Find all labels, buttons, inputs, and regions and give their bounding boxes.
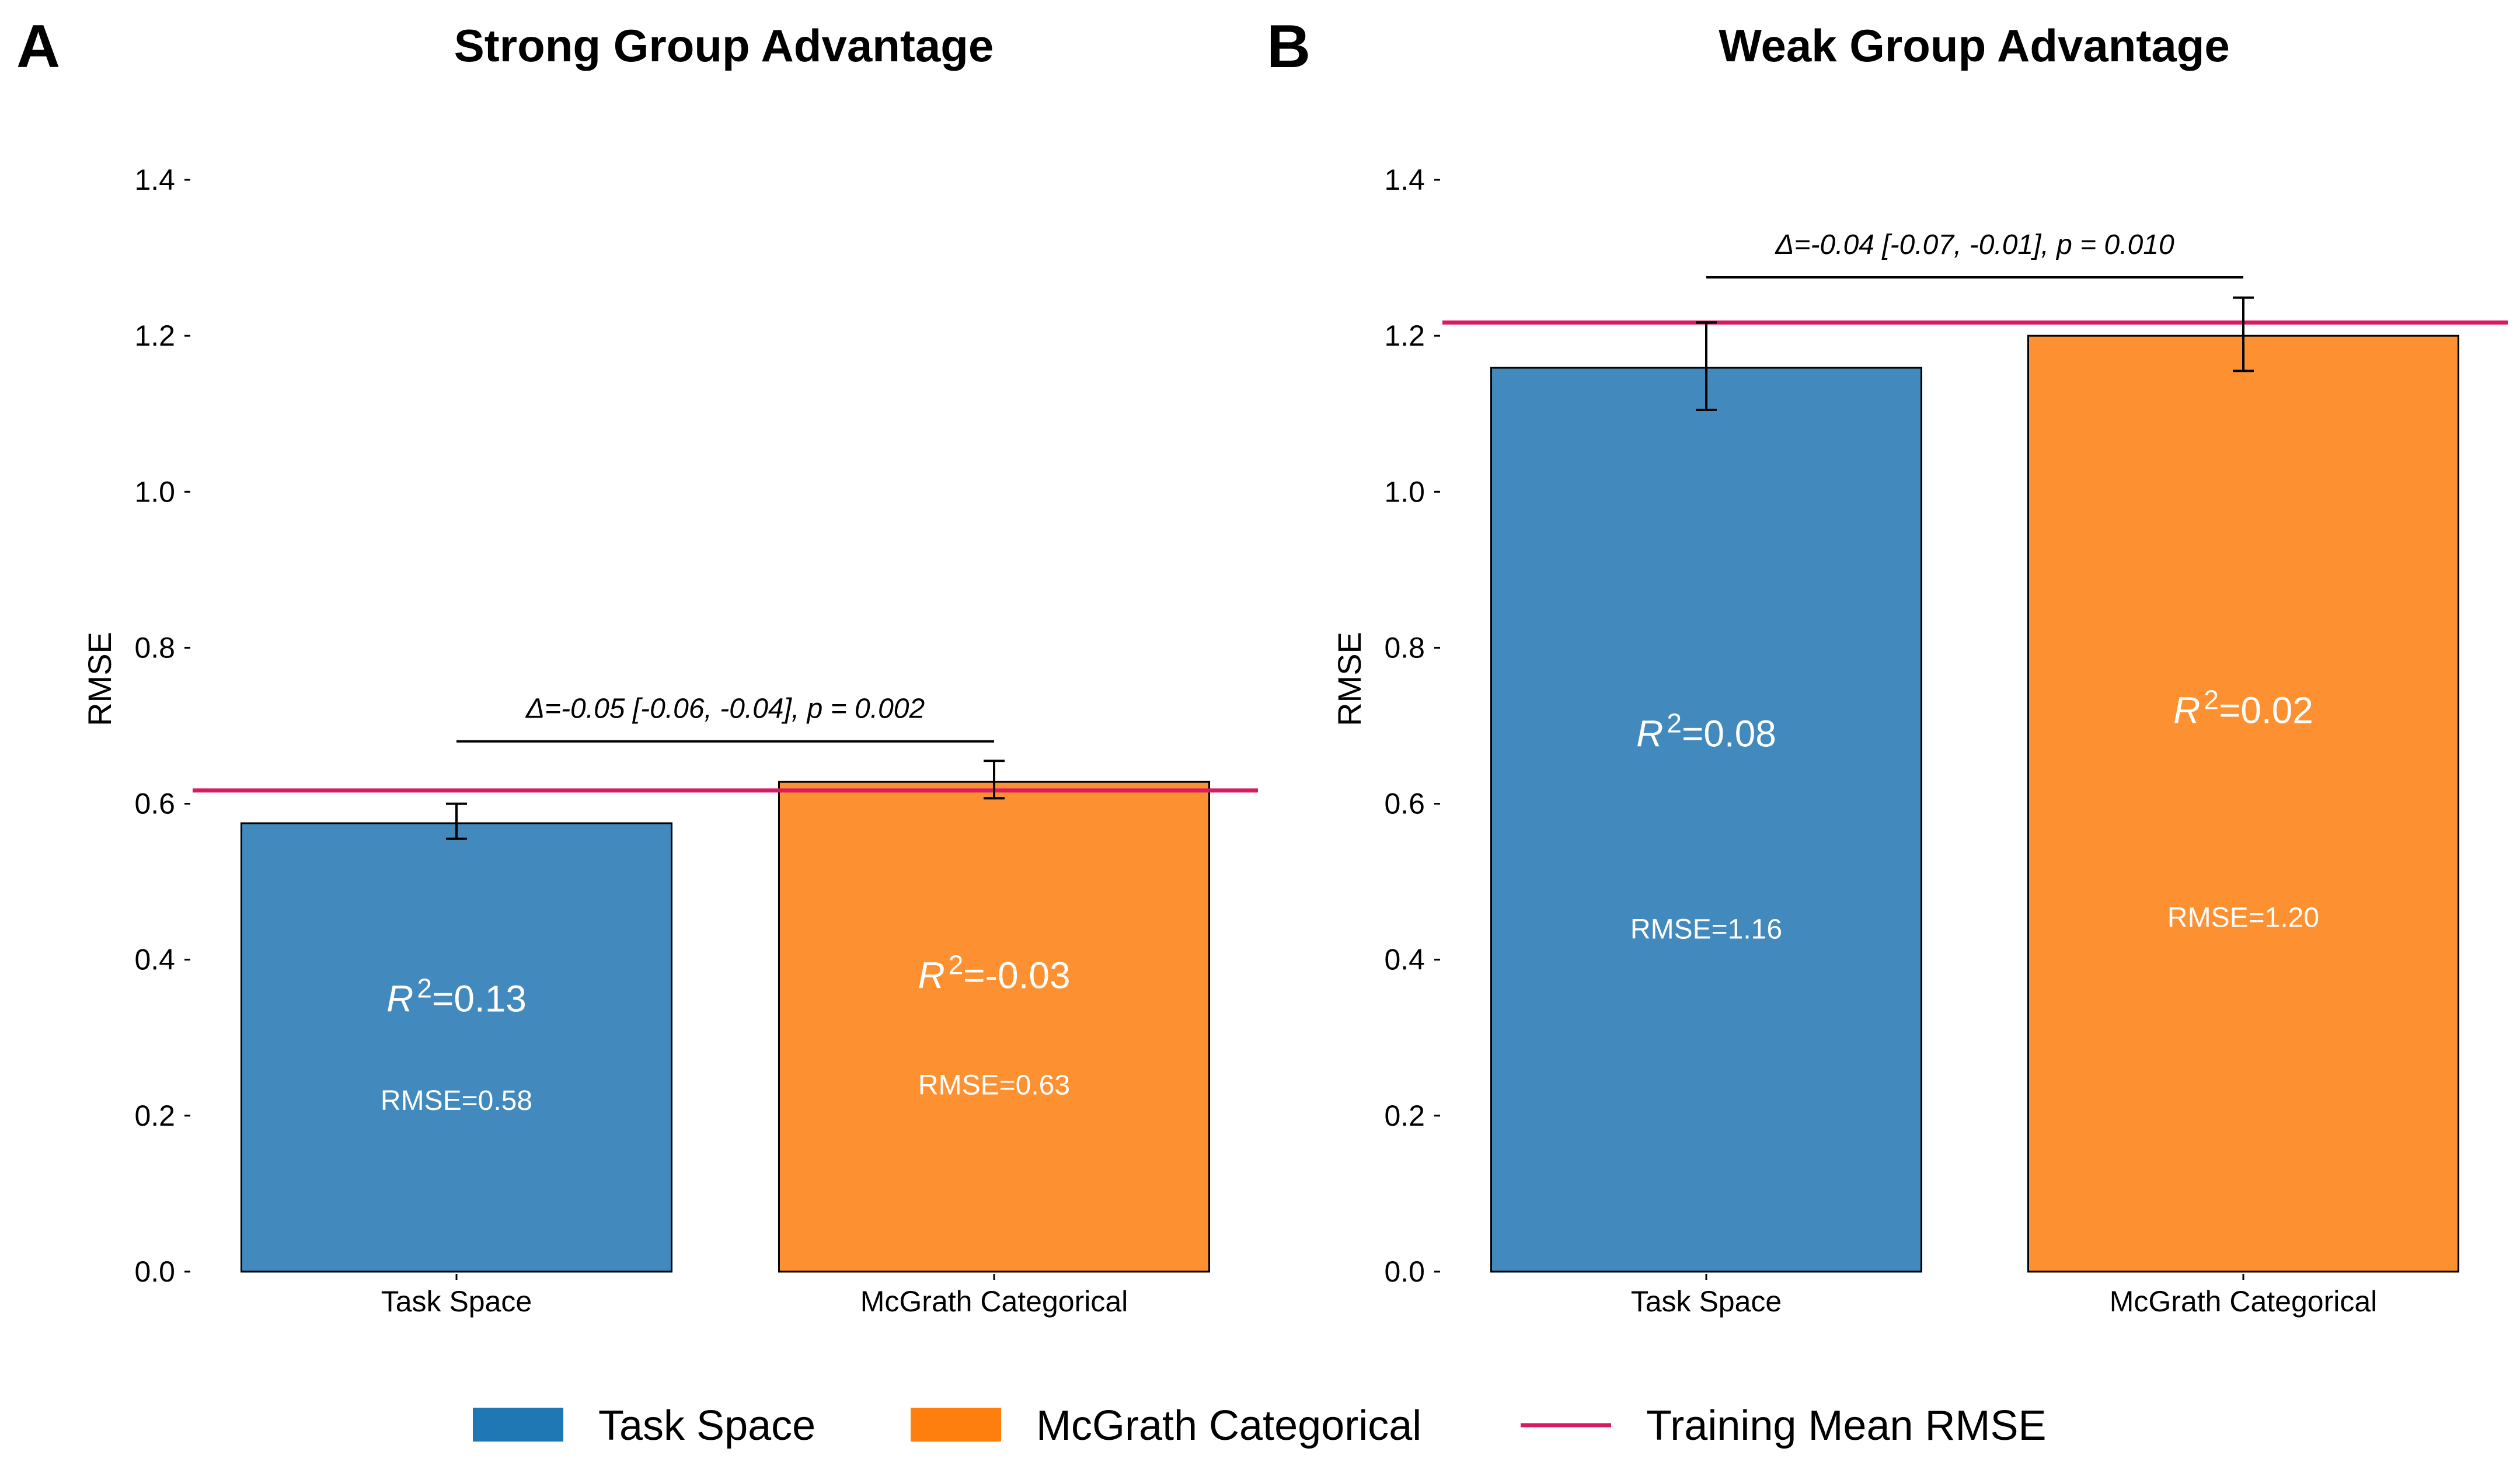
bar-task-space (1490, 367, 1922, 1273)
x-tick-label: McGrath Categorical (2110, 1285, 2378, 1318)
r-squared-symbol: R (2173, 689, 2200, 731)
legend-label: Training Mean RMSE (1646, 1402, 2047, 1449)
bar-mcgrath-categorical (2027, 335, 2459, 1273)
legend-label: McGrath Categorical (1036, 1402, 1421, 1449)
y-tick-label: 0.8 (134, 631, 175, 664)
r-squared-value: =0.13 (432, 978, 527, 1020)
y-axis-label: RMSE (81, 632, 118, 726)
legend-swatch (473, 1408, 563, 1442)
y-tick-label: 0.2 (134, 1099, 175, 1132)
panel-letter: A (16, 13, 60, 81)
r-squared-exponent: 2 (417, 973, 432, 1004)
r-squared-label: R 2=0.08 (1636, 708, 1776, 754)
r-squared-value: =-0.03 (963, 954, 1070, 996)
y-tick-label: 0.6 (134, 788, 175, 820)
panel-title: Strong Group Advantage (454, 20, 994, 71)
y-tick-label: 0.0 (134, 1255, 175, 1288)
x-tick-label: Task Space (1631, 1285, 1782, 1318)
rmse-label: RMSE=1.20 (2167, 902, 2319, 933)
panel-b: B Weak Group Advantage 0.0 0.2 0.4 0.6 0.8 1.0 1… (1267, 13, 2508, 1318)
y-tick-label: 1.2 (1384, 319, 1425, 352)
r-squared-exponent: 2 (2204, 684, 2219, 715)
r-squared-label: R 2=0.13 (386, 973, 527, 1020)
bar-mcgrath-categorical (778, 781, 1210, 1273)
x-tick-label: Task Space (381, 1285, 532, 1318)
r-squared-exponent: 2 (1667, 708, 1682, 738)
y-tick-label: 0.6 (1384, 788, 1425, 820)
r-squared-symbol: R (918, 954, 944, 996)
panel-a: A Strong Group Advantage 0.0 0.2 0.4 0.6 0.8 1.… (16, 13, 1258, 1318)
legend-label: Task Space (598, 1402, 815, 1449)
r-squared-exponent: 2 (949, 949, 964, 980)
legend: Task Space McGrath Categorical Training Me… (473, 1402, 2047, 1449)
y-tick-label: 1.0 (134, 475, 175, 508)
y-tick-label: 1.2 (134, 319, 175, 352)
comparison-annotation: Δ=-0.05 [-0.06, -0.04], p = 0.002 (525, 694, 925, 725)
r-squared-symbol: R (386, 978, 413, 1020)
legend-swatch (911, 1408, 1001, 1442)
y-tick-label: 0.0 (1384, 1255, 1425, 1288)
r-squared-symbol: R (1636, 712, 1663, 754)
x-tick-label: McGrath Categorical (860, 1285, 1128, 1318)
y-tick-label: 0.8 (1384, 631, 1425, 664)
r-squared-value: =0.08 (1682, 712, 1776, 754)
y-tick-label: 1.0 (1384, 475, 1425, 508)
y-tick-label: 1.4 (134, 163, 175, 196)
bar-task-space (241, 822, 672, 1273)
panel-title: Weak Group Advantage (1719, 20, 2230, 71)
rmse-label: RMSE=0.63 (918, 1070, 1070, 1101)
y-tick-label: 0.4 (1384, 944, 1425, 976)
y-tick-label: 0.4 (134, 944, 175, 976)
comparison-annotation: Δ=-0.04 [-0.07, -0.01], p = 0.010 (1775, 229, 2174, 260)
rmse-label: RMSE=0.58 (381, 1085, 532, 1116)
y-axis-label: RMSE (1331, 632, 1368, 726)
r-squared-label: R 2=-0.03 (918, 949, 1070, 996)
r-squared-value: =0.02 (2219, 689, 2313, 731)
r-squared-label: R 2=0.02 (2173, 684, 2313, 731)
rmse-label: RMSE=1.16 (1630, 914, 1782, 945)
panel-letter: B (1267, 13, 1310, 81)
y-tick-label: 1.4 (1384, 163, 1425, 196)
y-tick-label: 0.2 (1384, 1099, 1425, 1132)
